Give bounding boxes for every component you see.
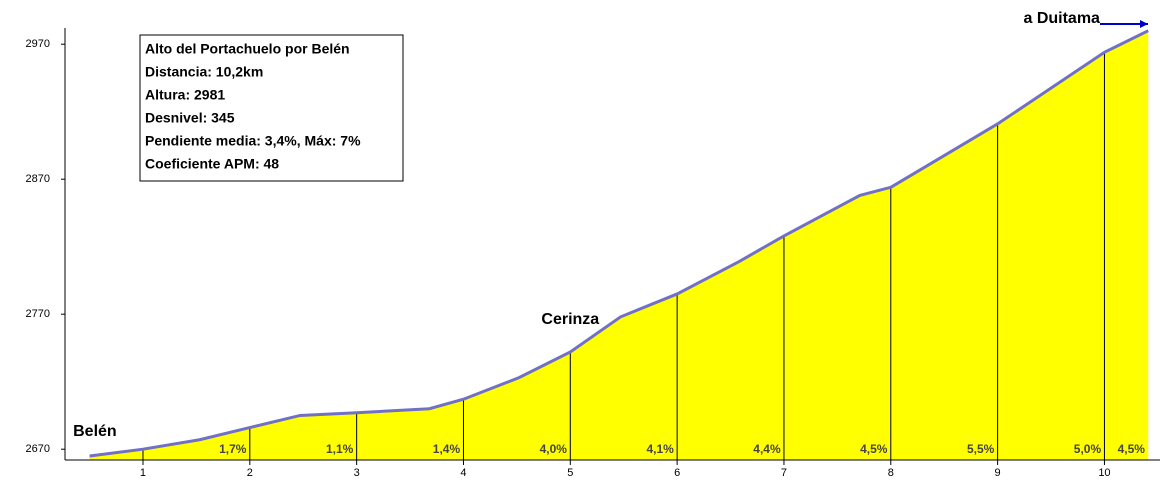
segment-gradient: 5,0% (1074, 442, 1102, 456)
info-line: Distancia: 10,2km (145, 64, 263, 80)
segment-gradient: 1,7% (219, 442, 247, 456)
segment-gradient: 4,5% (1118, 442, 1146, 456)
x-tick-label: 6 (674, 467, 680, 479)
annotation: Belén (73, 423, 117, 440)
segment-gradient: 5,5% (967, 442, 995, 456)
segment-gradient: 1,1% (326, 442, 354, 456)
segment-gradient: 1,4% (433, 442, 461, 456)
x-tick-label: 5 (567, 467, 573, 479)
area (89, 30, 1149, 460)
x-tick-label: 8 (888, 467, 894, 479)
arrow-head (1140, 20, 1148, 28)
x-tick-label: 10 (1098, 467, 1110, 479)
y-tick-label: 2870 (26, 173, 50, 185)
info-line: Alto del Portachuelo por Belén (145, 41, 350, 57)
x-tick-label: 3 (354, 467, 360, 479)
x-tick-label: 7 (781, 467, 787, 479)
y-tick-label: 2670 (26, 443, 50, 455)
y-tick-label: 2970 (26, 38, 50, 50)
annotation: a Duitama (1023, 10, 1100, 27)
info-line: Altura: 2981 (145, 87, 225, 103)
segment-gradient: 4,1% (646, 442, 674, 456)
x-tick-label: 1 (140, 467, 146, 479)
info-box (139, 34, 404, 182)
x-tick-label: 9 (995, 467, 1001, 479)
x-tick-label: 2 (247, 467, 253, 479)
segment-gradient: 4,5% (860, 442, 888, 456)
segment-gradient: 4,0% (540, 442, 568, 456)
y-tick-label: 2770 (26, 308, 50, 320)
info-line: Pendiente media: 3,4%, Máx: 7% (145, 133, 361, 149)
profile-line (89, 29, 1149, 458)
x-tick-label: 4 (460, 467, 466, 479)
segment-gradient: 4,4% (753, 442, 781, 456)
info-line: Desnivel: 345 (145, 110, 235, 126)
annotation: Cerinza (541, 311, 599, 328)
info-line: Coeficiente APM: 48 (145, 156, 279, 172)
